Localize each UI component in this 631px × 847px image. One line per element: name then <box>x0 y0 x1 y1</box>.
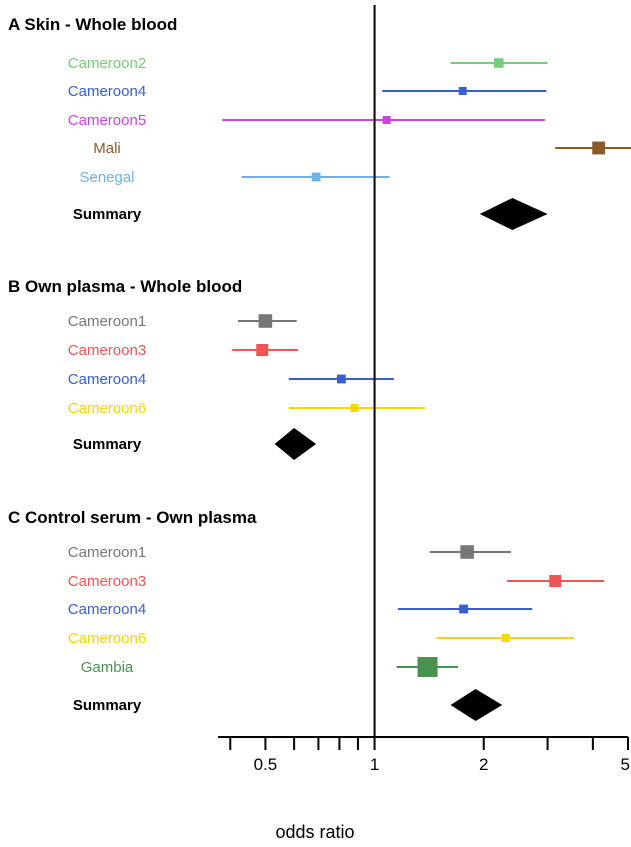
study-row: Cameroon1 <box>68 313 297 330</box>
study-row: Cameroon2 <box>68 55 548 72</box>
study-label: Cameroon3 <box>68 342 146 359</box>
point-estimate <box>460 545 474 559</box>
study-label: Mali <box>93 140 121 157</box>
panel-c: C Control serum - Own plasma Cameroon1 Cam… <box>8 508 605 721</box>
study-row: Gambia <box>81 657 459 677</box>
point-estimate <box>592 141 606 155</box>
panel-b: B Own plasma - Whole blood Cameroon1 Camer… <box>8 277 426 460</box>
point-estimate <box>459 604 468 614</box>
study-row: Mali <box>93 140 631 157</box>
study-label: Senegal <box>79 169 134 186</box>
study-row: Cameroon3 <box>68 573 605 590</box>
study-label: Cameroon6 <box>68 630 146 647</box>
study-row: Cameroon4 <box>68 83 547 100</box>
x-axis-title: odds ratio <box>275 822 354 842</box>
point-estimate <box>493 58 504 68</box>
study-row: Cameroon4 <box>68 371 394 388</box>
summary-row: Summary <box>73 689 503 721</box>
x-tick-label: 0.5 <box>254 755 278 774</box>
study-label: Cameroon4 <box>68 83 146 100</box>
study-label: Cameroon5 <box>68 112 146 129</box>
panels-layer: A Skin - Whole blood Cameroon2 Cameroon4 Ca… <box>8 15 631 721</box>
point-estimate <box>311 172 321 182</box>
study-label: Cameroon2 <box>68 55 146 72</box>
study-row: Cameroon4 <box>68 601 533 618</box>
summary-row: Summary <box>73 198 548 230</box>
point-estimate <box>256 344 269 356</box>
study-row: Cameroon1 <box>68 544 512 561</box>
point-estimate <box>501 634 510 642</box>
point-estimate <box>350 404 359 412</box>
study-row: Cameroon6 <box>68 630 575 647</box>
point-estimate <box>382 116 391 124</box>
study-label: Cameroon4 <box>68 371 146 388</box>
summary-label: Summary <box>73 697 142 714</box>
x-axis: 0.5 1 2 5 <box>218 736 630 774</box>
study-label: Gambia <box>81 659 134 676</box>
point-estimate <box>258 314 273 328</box>
panel-title: A Skin - Whole blood <box>8 15 177 34</box>
x-tick-label: 1 <box>370 755 379 774</box>
study-row: Cameroon5 <box>68 112 545 129</box>
point-estimate <box>549 575 562 587</box>
x-tick-label: 2 <box>479 755 488 774</box>
panel-title: B Own plasma - Whole blood <box>8 277 242 296</box>
summary-label: Summary <box>73 436 142 453</box>
study-row: Cameroon6 <box>68 400 426 417</box>
panel-title: C Control serum - Own plasma <box>8 508 257 527</box>
study-label: Cameroon1 <box>68 544 146 561</box>
summary-diamond <box>450 689 503 721</box>
point-estimate <box>458 87 467 95</box>
point-estimate <box>417 657 438 677</box>
summary-diamond <box>274 428 317 460</box>
summary-label: Summary <box>73 206 142 223</box>
study-label: Cameroon6 <box>68 400 146 417</box>
study-label: Cameroon1 <box>68 313 146 330</box>
point-estimate <box>336 374 346 384</box>
study-row: Senegal <box>79 169 390 186</box>
panel-a: A Skin - Whole blood Cameroon2 Cameroon4 Ca… <box>8 15 631 230</box>
study-label: Cameroon3 <box>68 573 146 590</box>
summary-diamond <box>479 198 548 230</box>
study-label: Cameroon4 <box>68 601 146 618</box>
study-row: Cameroon3 <box>68 342 299 359</box>
summary-row: Summary <box>73 428 317 460</box>
x-tick-label: 5 <box>621 755 630 774</box>
